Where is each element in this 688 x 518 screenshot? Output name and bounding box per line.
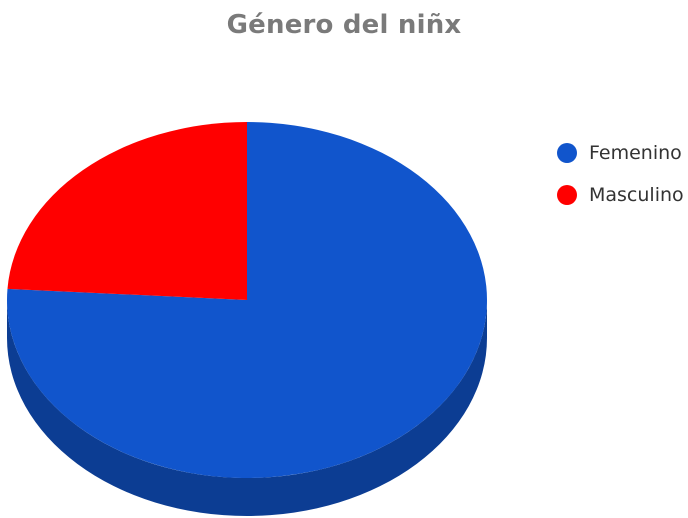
pie-top	[7, 122, 487, 478]
legend: Femenino Masculino	[557, 139, 684, 223]
legend-item-femenino[interactable]: Femenino	[557, 139, 684, 167]
legend-item-masculino[interactable]: Masculino	[557, 181, 684, 209]
legend-label-femenino: Femenino	[589, 142, 682, 164]
legend-label-masculino: Masculino	[589, 184, 684, 206]
pie-slice-masculino[interactable]	[7, 122, 247, 300]
legend-swatch-masculino	[557, 185, 577, 205]
legend-swatch-femenino	[557, 143, 577, 163]
